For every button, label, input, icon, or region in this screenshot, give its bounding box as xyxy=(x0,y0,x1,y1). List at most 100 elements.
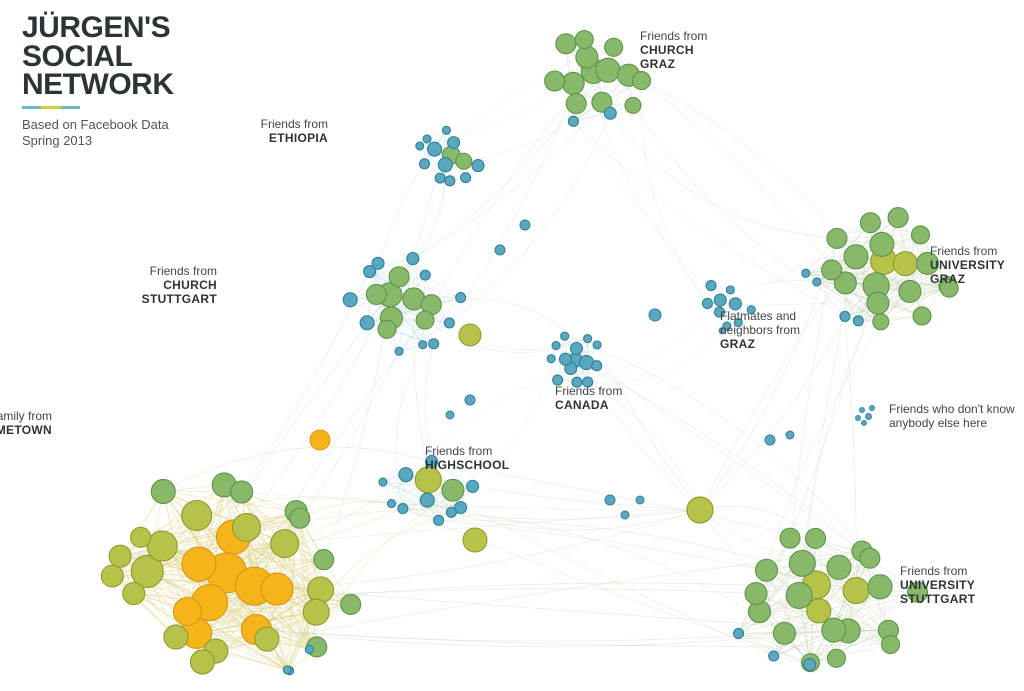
person-node xyxy=(813,278,821,286)
person-node xyxy=(604,107,616,119)
person-node xyxy=(472,160,484,172)
person-node xyxy=(576,46,598,68)
person-node xyxy=(372,257,384,269)
person-node xyxy=(868,575,892,599)
cluster-label-church_graz: Friends fromCHURCHGRAZ xyxy=(640,30,707,71)
person-node xyxy=(378,320,396,338)
person-node xyxy=(702,298,712,308)
person-node xyxy=(596,58,620,82)
person-node xyxy=(734,628,744,638)
person-node xyxy=(420,270,430,280)
person-node xyxy=(827,228,847,248)
person-node xyxy=(461,173,471,183)
cluster-label-main: CANADA xyxy=(555,399,622,413)
cluster-label-main: UNIVERSITYGRAZ xyxy=(930,259,1005,287)
hub-node xyxy=(687,497,713,523)
cluster-label-main: CHURCHGRAZ xyxy=(640,44,707,72)
person-node xyxy=(706,281,716,291)
person-node xyxy=(566,94,586,114)
person-node xyxy=(786,582,812,608)
person-node xyxy=(305,645,313,653)
person-node xyxy=(873,314,889,330)
person-node xyxy=(860,548,880,568)
subtitle-1: Based on Facebook Data xyxy=(22,117,173,133)
bridge-node xyxy=(765,435,775,445)
bridge-node xyxy=(636,496,644,504)
person-node xyxy=(559,353,571,365)
person-node xyxy=(343,293,357,307)
person-node xyxy=(399,468,413,482)
cluster-label-highschool: Friends fromHIGHSCHOOL xyxy=(425,445,509,473)
cluster-label-pre: Friends from xyxy=(930,245,1005,259)
person-node xyxy=(395,347,403,355)
person-node xyxy=(438,158,452,172)
cluster-label-flatmates_graz: Flatmates andneighbors fromGRAZ xyxy=(720,310,800,351)
cluster-label-pre: Friends from xyxy=(555,385,622,399)
cluster-label-pre: Flatmates andneighbors from xyxy=(720,310,800,338)
person-node xyxy=(416,311,434,329)
bridge-node xyxy=(520,220,530,230)
person-node xyxy=(109,545,131,567)
person-node xyxy=(773,622,795,644)
person-node xyxy=(840,311,850,321)
person-node xyxy=(131,527,151,547)
cluster-label-uni_graz: Friends fromUNIVERSITYGRAZ xyxy=(930,245,1005,286)
person-node xyxy=(101,565,123,587)
person-node xyxy=(407,253,419,265)
person-node xyxy=(442,126,450,134)
cluster-label-pre: Friends and Family from xyxy=(0,410,52,424)
person-node xyxy=(593,341,601,349)
person-node xyxy=(389,267,409,287)
cluster-label-main: GRAZ xyxy=(720,338,800,352)
person-node xyxy=(893,252,917,276)
legend-text-1: Friends who don't know xyxy=(889,402,1015,416)
person-node xyxy=(416,142,424,150)
person-node xyxy=(570,343,582,355)
bridge-node xyxy=(310,430,330,450)
person-node xyxy=(804,659,816,671)
bridge-node xyxy=(446,411,454,419)
person-node xyxy=(456,293,466,303)
person-node xyxy=(584,335,592,343)
person-node xyxy=(283,666,291,674)
subtitle-2: Spring 2013 xyxy=(22,133,173,149)
person-node xyxy=(853,316,863,326)
bridge-node xyxy=(463,528,487,552)
title-block: JÜRGEN'S SOCIAL NETWORK Based on Faceboo… xyxy=(22,14,173,149)
cluster-label-main: HIGHSCHOOL xyxy=(425,459,509,473)
person-node xyxy=(419,341,427,349)
person-node xyxy=(755,559,777,581)
cluster-label-ethiopia: Friends fromETHIOPIA xyxy=(198,118,328,146)
person-node xyxy=(182,501,212,531)
person-node xyxy=(360,316,374,330)
person-node xyxy=(827,649,845,667)
person-node xyxy=(445,176,455,186)
person-node xyxy=(870,232,894,256)
person-node xyxy=(429,339,439,349)
person-node xyxy=(147,531,177,561)
person-node xyxy=(456,153,472,169)
person-node xyxy=(860,213,880,233)
bridge-node xyxy=(459,324,481,346)
cluster-label-pre: Friends from xyxy=(640,30,707,44)
bridge-node xyxy=(621,511,629,519)
cluster-label-main: UNIVERSITYSTUTTGART xyxy=(900,579,975,607)
legend-isolated: Friends who don't know anybody else here xyxy=(855,402,1015,430)
person-node xyxy=(341,594,361,614)
cluster-label-pre: Friends from xyxy=(87,265,217,279)
person-node xyxy=(745,583,767,605)
person-node xyxy=(822,618,846,642)
person-node xyxy=(366,284,386,304)
person-node xyxy=(308,577,334,603)
person-node xyxy=(420,493,434,507)
person-node xyxy=(423,135,431,143)
person-node xyxy=(271,530,299,558)
person-node xyxy=(151,479,175,503)
person-node xyxy=(303,599,329,625)
title-line2: SOCIAL xyxy=(22,43,173,72)
person-node xyxy=(882,636,900,654)
person-node xyxy=(261,573,293,605)
person-node xyxy=(556,34,576,54)
person-node xyxy=(552,342,560,350)
person-node xyxy=(290,508,310,528)
